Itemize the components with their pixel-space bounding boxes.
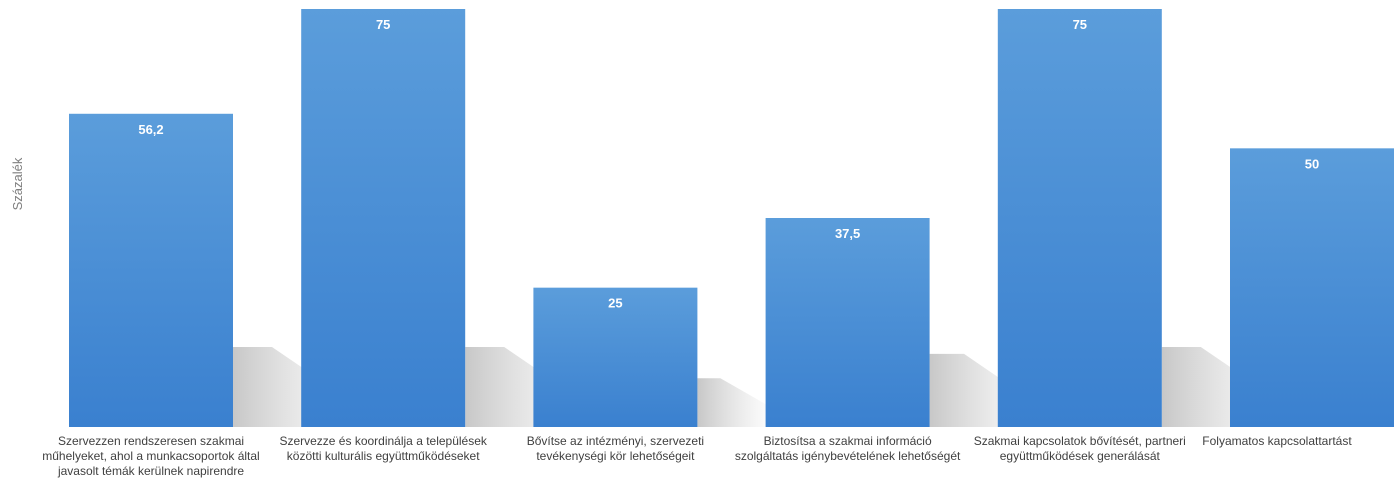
category-label-3: Bővítse az intézményi, szervezeti tevéke… [526,434,705,463]
data-label-3: 25 [608,296,622,311]
y-axis-label: Százalék [10,157,25,210]
category-label-6: Folyamatos kapcsolattartást [1202,434,1352,448]
data-label-4: 37,5 [835,226,860,241]
bar-2 [301,9,466,427]
category-label-1: Szervezzen rendszeresen szakmai műhelyek… [42,434,260,478]
bar-6 [1230,148,1394,428]
bar-1 [69,113,233,428]
data-label-1: 56,2 [138,122,163,137]
bar-5 [997,9,1162,427]
data-label-2: 75 [376,17,390,32]
bar-4 [765,218,930,427]
category-label-4: Biztosítsa a szakmai információ szolgált… [734,434,961,463]
category-label-5: Szakmai kapcsolatok bővítését, partneri … [973,434,1186,463]
data-label-5: 75 [1073,17,1087,32]
data-label-6: 50 [1305,156,1319,171]
bar-3 [533,287,698,427]
category-label-2: Szervezze és koordinálja a települések k… [279,434,487,463]
bar-shadow [697,378,775,427]
